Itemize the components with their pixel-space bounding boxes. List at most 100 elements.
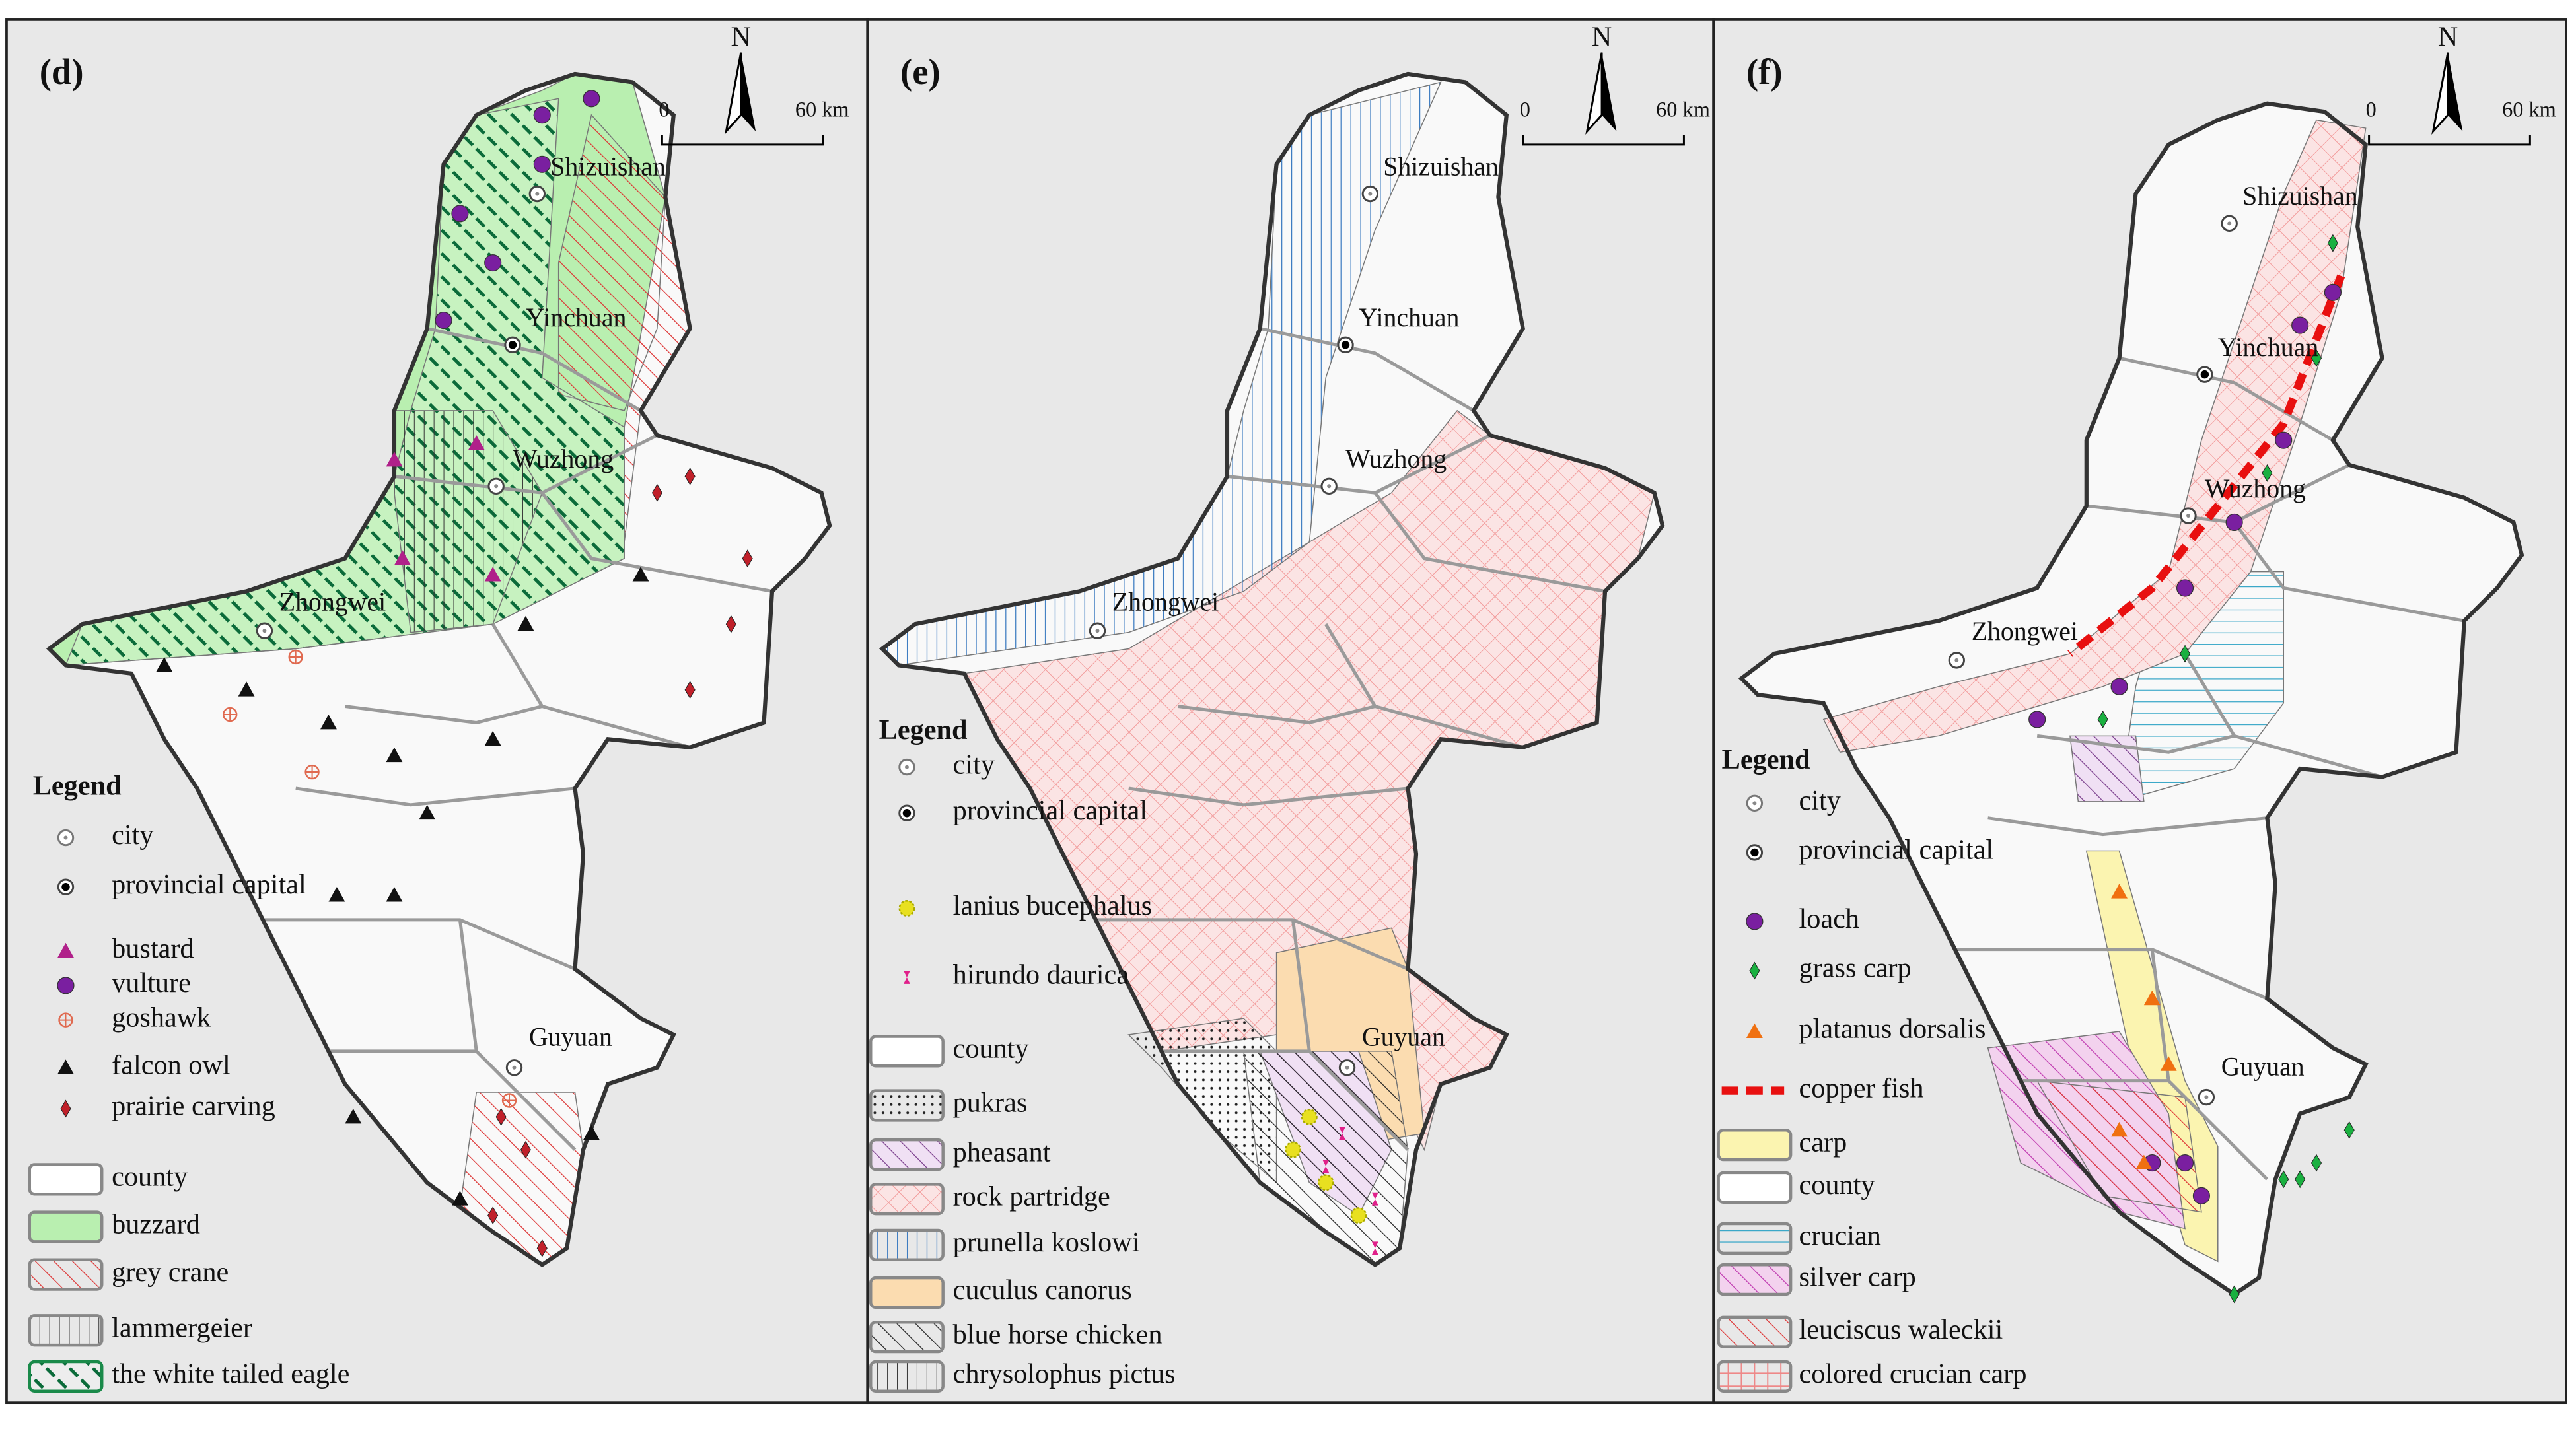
north-label: N [731,21,751,52]
marker [533,155,551,173]
marker [2111,884,2128,899]
legend-swatch [1717,1171,1793,1204]
city-label: Zhongwei [1112,587,1219,616]
marker [1371,1192,1378,1206]
marker [725,615,736,633]
city-marker-dot [2200,370,2209,379]
legend-label: city [953,749,995,780]
city-label: Shizuishan [550,152,666,181]
legend-swatch [869,1089,945,1122]
legend-label: crucian [1799,1220,1881,1251]
legend-label: copper fish [1799,1072,1924,1103]
map-panel: Shizuishan Yinchuan Wuzhong Zhongwei Guyuan (… [866,18,1715,1405]
city-label: Yinchuan [526,303,627,332]
city-label: Guyuan [1362,1023,1445,1052]
marker [59,1013,73,1027]
marker [386,452,403,467]
marker [345,1108,362,1124]
city-label: Wuzhong [513,444,614,473]
marker [2179,645,2191,663]
marker [60,1099,71,1118]
marker [2097,711,2108,728]
marker [1350,1207,1367,1224]
marker [468,435,485,450]
marker [305,765,319,779]
region-outline [46,71,832,1267]
marker [328,887,345,902]
panel-label: (d) [40,52,84,92]
legend-label: provincial capital [1799,835,1994,866]
city-marker-dot [512,1065,517,1070]
legend-label: carp [1799,1127,1847,1158]
legend-symbol [904,765,909,769]
county-boundary [1987,816,2268,837]
north-arrow [2447,52,2463,132]
city-marker-dot [2227,221,2232,226]
legend-label: the white tailed eagle [112,1358,349,1389]
marker [2229,1285,2240,1304]
panel-label: (f) [1746,52,1783,92]
county-boundary [540,491,773,593]
legend-label: loach [1799,903,1860,934]
legend-swatch [869,1183,945,1216]
legend-swatch [1717,1263,1793,1296]
marker [533,106,551,124]
marker [2310,349,2322,367]
county-boundary [427,327,642,413]
marker [1322,1160,1330,1173]
legend-swatch [28,1314,104,1347]
legend-label: pukras [953,1088,1028,1119]
city-label: Shizuishan [2242,182,2358,211]
legend-label: county [1799,1169,1875,1201]
legend-label: goshawk [112,1002,211,1033]
city-marker-dot [1341,341,1350,349]
legend-label: lanius bucephalus [953,890,1153,921]
legend-symbol [1752,801,1757,806]
marker [487,1206,499,1225]
marker [742,549,753,568]
marker [451,205,469,223]
legend-label: silver carp [1799,1261,1916,1292]
marker [1317,1174,1334,1191]
city-label: Zhongwei [1972,617,2078,646]
marker [320,714,337,730]
marker [386,887,403,902]
legend-title: Legend [1722,744,1810,775]
legend-swatch [28,1360,104,1393]
habitat-area [2069,735,2145,802]
city-marker-dot [2186,514,2190,518]
legend-symbol [63,835,68,840]
legend-title: Legend [879,714,968,746]
map-panel: Shizuishan Yinchuan Wuzhong Zhongwei Guyuan (… [1712,18,2567,1405]
marker [57,942,74,958]
county-boundary [2036,734,2235,754]
marker [2324,283,2342,301]
legend-swatch [1717,1315,1793,1348]
county-boundary [295,786,575,807]
legend-label: city [112,819,153,851]
scale-label: 0 [2366,98,2377,122]
legend-swatch [1717,1129,1793,1162]
legend-swatch [869,1360,945,1393]
county-boundary [1260,327,1475,413]
legend-label: grass carp [1799,953,1912,984]
legend-swatch [28,1210,104,1243]
region-outline [878,71,1665,1267]
scale-label: 0 [659,98,669,122]
legend-swatch [869,1321,945,1354]
marker [451,1191,468,1206]
habitat-area [2036,1080,2202,1213]
panel-frame [1712,18,2567,1405]
legend-swatch [1717,1360,1793,1393]
city-marker-dot [508,341,517,349]
marker [536,1239,548,1257]
county-boundary [2233,521,2465,623]
legend-label: chrysolophus pictus [953,1358,1176,1389]
scale-label: 60 km [1656,98,1710,122]
marker [156,656,173,672]
marker [238,681,255,697]
city-marker-dot [2204,1095,2209,1099]
marker [2275,431,2293,449]
